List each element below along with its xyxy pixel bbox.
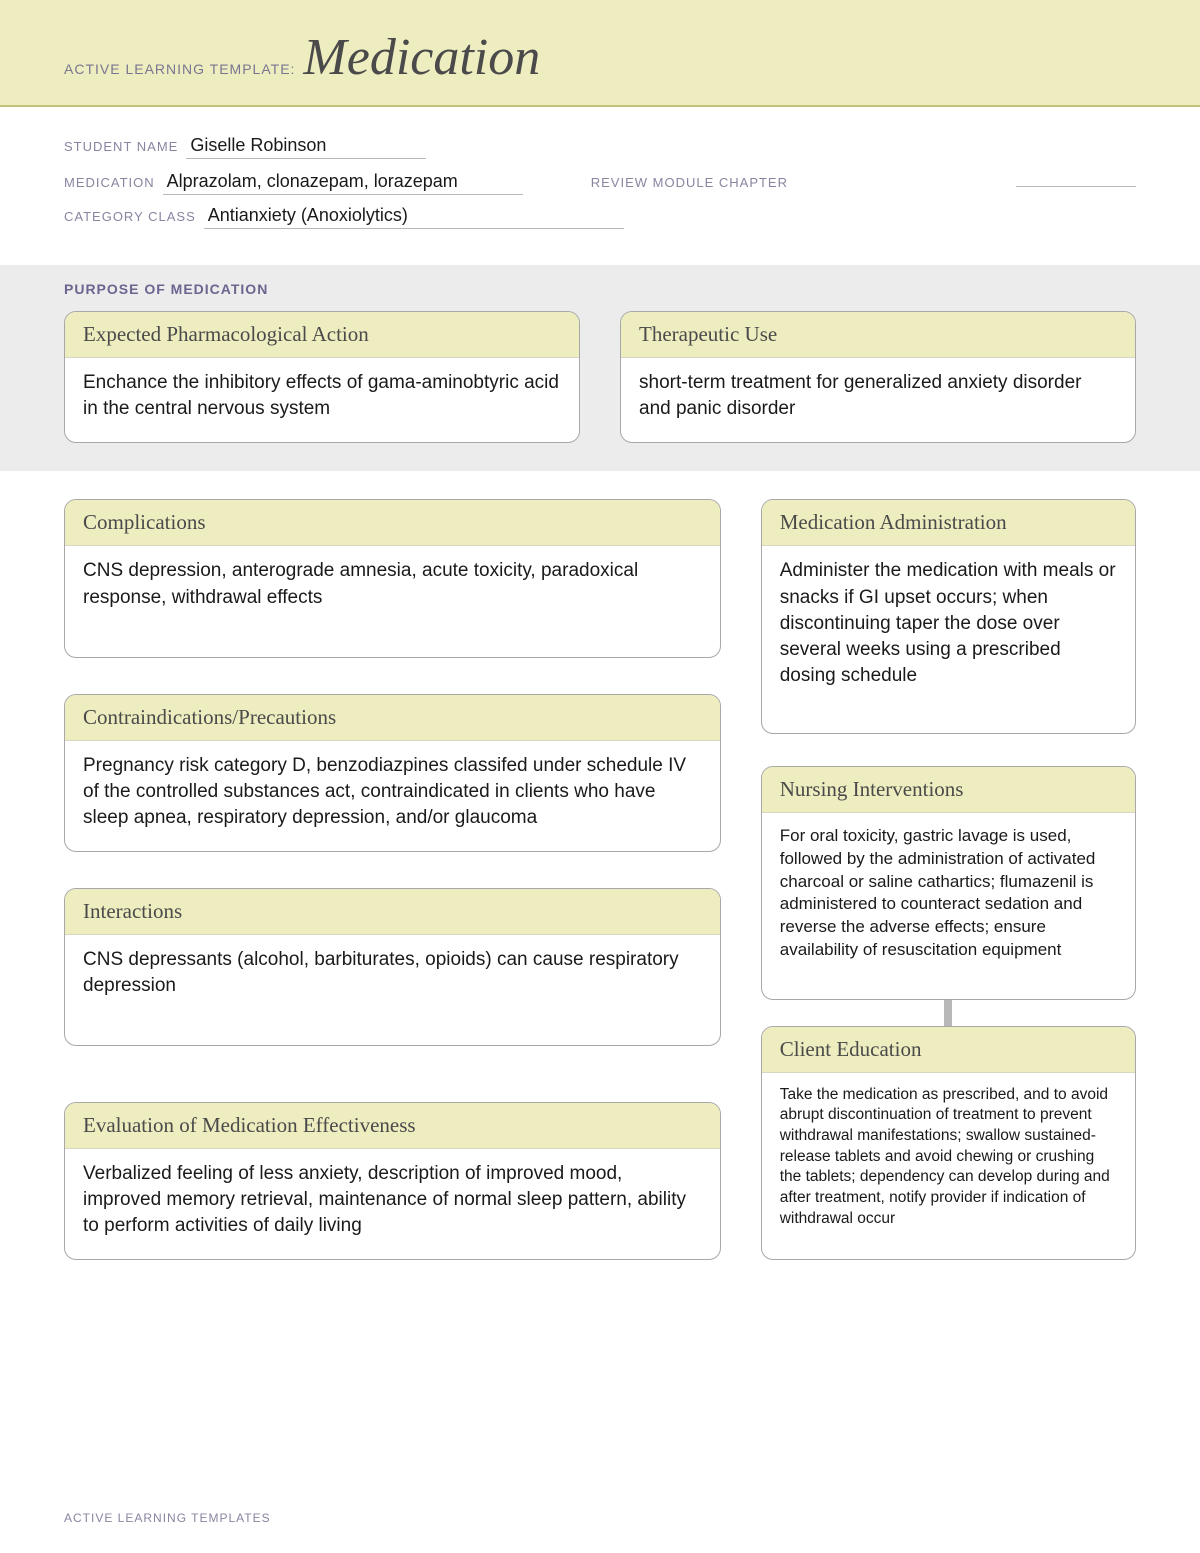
card-contraindications-title: Contraindications/Precautions bbox=[65, 695, 720, 741]
row-medication-left: MEDICATION Alprazolam, clonazepam, loraz… bbox=[64, 171, 523, 195]
header-inner: ACTIVE LEARNING TEMPLATE: Medication bbox=[0, 28, 1200, 87]
col-right: Medication Administration Administer the… bbox=[761, 499, 1136, 1260]
form-fields: STUDENT NAME Giselle Robinson MEDICATION… bbox=[0, 107, 1200, 257]
card-evaluation-body: Verbalized feeling of less anxiety, desc… bbox=[65, 1149, 720, 1260]
card-complications-body: CNS depression, anterograde amnesia, acu… bbox=[65, 546, 720, 656]
header-title: Medication bbox=[303, 28, 540, 87]
card-nursing-body: For oral toxicity, gastric lavage is use… bbox=[762, 813, 1135, 983]
footer-text: ACTIVE LEARNING TEMPLATES bbox=[64, 1511, 271, 1525]
card-therapeutic-use-title: Therapeutic Use bbox=[621, 312, 1135, 358]
value-review bbox=[1016, 169, 1136, 187]
label-student-name: STUDENT NAME bbox=[64, 139, 178, 154]
card-complications-title: Complications bbox=[65, 500, 720, 546]
card-admin-body: Administer the medication with meals or … bbox=[762, 546, 1135, 709]
col-left: Complications CNS depression, anterograd… bbox=[64, 499, 721, 1260]
card-pharm-action: Expected Pharmacological Action Enchance… bbox=[64, 311, 580, 443]
card-admin: Medication Administration Administer the… bbox=[761, 499, 1136, 733]
card-therapeutic-use: Therapeutic Use short-term treatment for… bbox=[620, 311, 1136, 443]
purpose-section-title: PURPOSE OF MEDICATION bbox=[64, 281, 1136, 297]
card-pharm-action-body: Enchance the inhibitory effects of gama-… bbox=[65, 358, 579, 442]
gap-1 bbox=[761, 734, 1136, 766]
card-contraindications: Contraindications/Precautions Pregnancy … bbox=[64, 694, 721, 852]
card-interactions-title: Interactions bbox=[65, 889, 720, 935]
row-student-name: STUDENT NAME Giselle Robinson bbox=[64, 135, 1136, 159]
card-interactions-body: CNS depressants (alcohol, barbiturates, … bbox=[65, 935, 720, 1035]
card-client-education: Client Education Take the medication as … bbox=[761, 1026, 1136, 1260]
row-category: CATEGORY CLASS Antianxiety (Anoxiolytics… bbox=[64, 205, 1136, 229]
row-review: REVIEW MODULE CHAPTER bbox=[591, 169, 1136, 190]
card-interactions: Interactions CNS depressants (alcohol, b… bbox=[64, 888, 721, 1046]
card-pharm-action-title: Expected Pharmacological Action bbox=[65, 312, 579, 358]
main-grid: Complications CNS depression, anterograd… bbox=[0, 471, 1200, 1260]
page: ACTIVE LEARNING TEMPLATE: Medication STU… bbox=[0, 0, 1200, 1553]
row-medication: MEDICATION Alprazolam, clonazepam, loraz… bbox=[64, 169, 1136, 195]
purpose-section: PURPOSE OF MEDICATION Expected Pharmacol… bbox=[0, 265, 1200, 471]
label-review: REVIEW MODULE CHAPTER bbox=[591, 175, 788, 190]
connector-line bbox=[944, 1000, 952, 1026]
value-category: Antianxiety (Anoxiolytics) bbox=[204, 205, 624, 229]
card-client-education-body: Take the medication as prescribed, and t… bbox=[762, 1073, 1135, 1249]
card-contraindications-body: Pregnancy risk category D, benzodiazpine… bbox=[65, 741, 720, 852]
label-category: CATEGORY CLASS bbox=[64, 209, 196, 224]
card-client-education-title: Client Education bbox=[762, 1027, 1135, 1073]
card-nursing-title: Nursing Interventions bbox=[762, 767, 1135, 813]
header-band: ACTIVE LEARNING TEMPLATE: Medication bbox=[0, 0, 1200, 107]
card-complications: Complications CNS depression, anterograd… bbox=[64, 499, 721, 657]
purpose-row: Expected Pharmacological Action Enchance… bbox=[64, 311, 1136, 443]
card-nursing: Nursing Interventions For oral toxicity,… bbox=[761, 766, 1136, 1000]
header-label: ACTIVE LEARNING TEMPLATE: bbox=[64, 61, 295, 77]
label-medication: MEDICATION bbox=[64, 175, 155, 190]
value-student-name: Giselle Robinson bbox=[186, 135, 426, 159]
card-therapeutic-use-body: short-term treatment for generalized anx… bbox=[621, 358, 1135, 442]
card-evaluation: Evaluation of Medication Effectiveness V… bbox=[64, 1102, 721, 1260]
card-admin-title: Medication Administration bbox=[762, 500, 1135, 546]
card-evaluation-title: Evaluation of Medication Effectiveness bbox=[65, 1103, 720, 1149]
value-medication: Alprazolam, clonazepam, lorazepam bbox=[163, 171, 523, 195]
